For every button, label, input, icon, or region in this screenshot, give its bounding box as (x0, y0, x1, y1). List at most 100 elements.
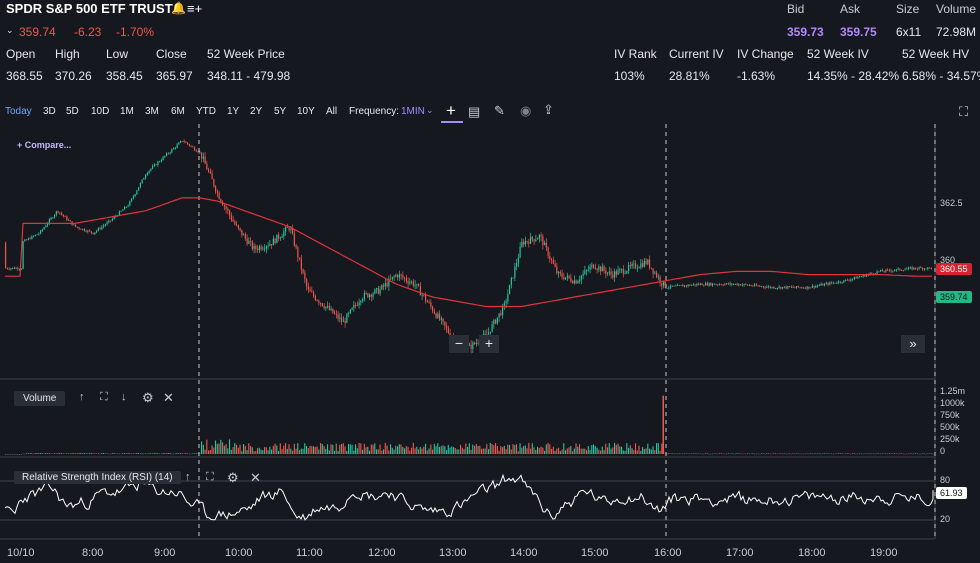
candle-body (134, 194, 136, 197)
volume-bar (547, 442, 549, 454)
candle-body (764, 287, 766, 288)
compare-button[interactable]: + Compare... (17, 140, 72, 150)
volume-bar (668, 453, 670, 454)
export-icon[interactable]: ⇪ (543, 102, 554, 117)
timeframe-1m[interactable]: 1M (120, 106, 134, 117)
chevron-down-icon[interactable]: ⌄ (426, 105, 434, 115)
bell-icon[interactable]: 🔔 (171, 1, 186, 15)
candle-body (89, 230, 91, 232)
volume-bar (530, 448, 532, 454)
candle-body (288, 227, 290, 230)
scroll-to-latest-button[interactable]: » (901, 335, 925, 353)
volume-bar (167, 453, 169, 454)
candle-body (169, 152, 171, 154)
zoom-out-button[interactable]: − (449, 335, 469, 353)
volume-bar (771, 453, 773, 455)
volume-bar (414, 448, 416, 454)
maximize-icon[interactable]: ⛶ (206, 471, 214, 483)
candle-body (918, 267, 920, 269)
check-circle-icon[interactable]: ◉ (520, 103, 532, 118)
zoom-in-button[interactable]: + (479, 335, 499, 353)
volume-bar (516, 444, 518, 454)
volume-bar (698, 453, 700, 455)
volume-bar (87, 453, 89, 454)
candle-body (390, 278, 392, 280)
timeframe-2y[interactable]: 2Y (250, 106, 263, 117)
chart-canvas[interactable] (0, 124, 980, 563)
volume-bar (321, 443, 323, 454)
candle-body (521, 241, 523, 247)
timeframe-6m[interactable]: 6M (171, 106, 185, 117)
volume-bar (178, 453, 180, 454)
time-axis-label: 17:00 (726, 547, 754, 559)
stat-label: Close (156, 47, 187, 61)
timeframe-all[interactable]: All (326, 106, 338, 117)
volume-bar (183, 453, 185, 454)
candle-body (386, 283, 388, 287)
timeframe-10d[interactable]: 10D (91, 106, 110, 117)
time-axis-label: 9:00 (154, 547, 176, 559)
timeframe-1y[interactable]: 1Y (227, 106, 240, 117)
settings-gear-icon[interactable]: ⚙ (142, 390, 154, 405)
maximize-icon[interactable]: ⛶ (100, 391, 108, 403)
settings-gear-icon[interactable]: ⚙ (227, 470, 239, 485)
candle-body (715, 284, 717, 286)
candle-body (412, 281, 414, 286)
draw-pencil-icon[interactable]: ✎ (494, 103, 505, 118)
candle-body (148, 170, 150, 173)
candle-body (908, 267, 910, 269)
candle-body (558, 271, 560, 274)
volume-bar (682, 453, 684, 455)
volume-bar (267, 450, 269, 454)
volume-bar (73, 453, 75, 454)
volume-bar (752, 453, 754, 454)
volume-bar (61, 453, 63, 454)
add-to-list-icon[interactable]: ≡+ (187, 1, 203, 16)
move-down-icon[interactable]: ↓ (121, 391, 127, 403)
candle-body (185, 141, 187, 143)
volume-bar (386, 445, 388, 454)
volume-bar (68, 453, 70, 454)
timeframe-3m[interactable]: 3M (145, 106, 159, 117)
candle-body (878, 271, 880, 273)
crosshair-icon[interactable]: + (446, 101, 456, 120)
volume-bar (811, 453, 813, 455)
candle-body (80, 228, 82, 230)
volume-bar (692, 453, 694, 454)
move-up-icon[interactable]: ↑ (185, 471, 191, 483)
volume-bar (353, 450, 355, 454)
timeframe-5d[interactable]: 5D (66, 106, 79, 117)
timeframe-today[interactable]: Today (5, 106, 32, 117)
candle-body (892, 270, 894, 272)
candle-body (829, 282, 831, 285)
candle-body (671, 285, 673, 287)
volume-bar (370, 444, 372, 454)
close-icon[interactable]: ✕ (250, 470, 261, 485)
candle-body (810, 287, 812, 289)
fullscreen-icon[interactable]: ⛶ (959, 104, 969, 119)
candle-body (873, 273, 875, 275)
candle-body (206, 163, 208, 170)
volume-bar (645, 448, 647, 454)
volume-bar (248, 443, 250, 454)
timeframe-ytd[interactable]: YTD (196, 106, 216, 117)
close-icon[interactable]: ✕ (163, 390, 174, 405)
candle-body (327, 306, 329, 307)
timeframe-3d[interactable]: 3D (43, 106, 56, 117)
candle-body (622, 269, 624, 274)
move-up-icon[interactable]: ↑ (79, 391, 85, 403)
volume-bar (929, 453, 931, 455)
frequency-select[interactable]: 1MIN (401, 106, 425, 117)
chevron-down-icon[interactable]: ⌄ (6, 25, 14, 35)
volume-bar (678, 453, 680, 454)
candle-body (40, 230, 42, 234)
annotation-icon[interactable]: ▤ (468, 104, 481, 119)
volume-bar (691, 453, 693, 455)
candle-body (251, 241, 253, 249)
candle-body (285, 227, 287, 232)
volume-bar (132, 453, 134, 454)
timeframe-5y[interactable]: 5Y (274, 106, 287, 117)
timeframe-10y[interactable]: 10Y (297, 106, 315, 117)
candle-body (757, 285, 759, 287)
volume-bar (834, 453, 836, 455)
